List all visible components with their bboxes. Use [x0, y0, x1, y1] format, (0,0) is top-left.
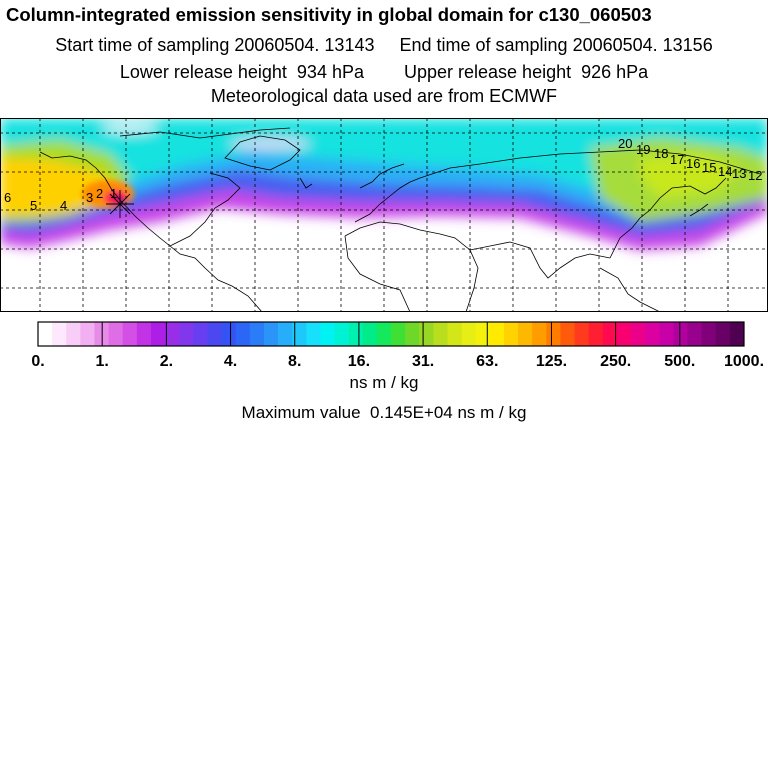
colorbar-label: 2.	[160, 353, 173, 370]
colorbar-swatch	[278, 322, 293, 346]
colorbar-swatch	[348, 322, 364, 346]
graticule	[0, 118, 768, 312]
colorbar-swatch	[631, 322, 646, 346]
colorbar-labels: 0. 1. 2. 4. 8. 16. 31. 63. 125. 250. 500. 1000.	[31, 353, 764, 370]
plume-label: 15	[702, 160, 716, 175]
colorbar-swatch	[165, 322, 180, 346]
colorbar-swatch	[687, 322, 703, 346]
colorbar-swatch	[503, 322, 519, 346]
colorbar-label: 31.	[412, 353, 434, 370]
maximum-value: Maximum value 0.145E+04 ns m / kg	[241, 403, 527, 422]
colorbar-swatch	[207, 322, 222, 346]
colorbar-label: 4.	[224, 353, 237, 370]
sampling-time-line: Start time of sampling 20060504. 13143 E…	[55, 35, 713, 55]
colorbar-swatch	[122, 322, 138, 346]
plume-label: 16	[686, 156, 700, 171]
colorbar-swatch	[362, 322, 378, 346]
colorbar-swatch	[715, 322, 731, 346]
colorbar-label: 8.	[288, 353, 301, 370]
colorbar-swatch	[475, 322, 491, 346]
plume-label: 12	[748, 168, 762, 183]
colorbar-label: 0.	[31, 353, 44, 370]
met-data-line: Meteorological data used are from ECMWF	[210, 86, 558, 106]
plume-label: 20	[618, 136, 632, 151]
colorbar-swatch	[52, 322, 67, 346]
colorbar-ticks	[101, 322, 681, 346]
plume-label: 18	[654, 146, 668, 161]
colorbar-swatch	[729, 322, 745, 346]
colorbar-swatch	[546, 322, 561, 346]
plot-title: Column-integrated emission sensitivity i…	[6, 4, 652, 25]
colorbar-swatch	[461, 322, 477, 346]
colorbar-swatch	[602, 322, 618, 346]
colorbar-swatch	[249, 322, 265, 346]
release-point-marker	[106, 190, 134, 218]
plume-label: 3	[86, 190, 93, 205]
plume-label: 5	[30, 198, 37, 213]
colorbar-swatch	[150, 322, 166, 346]
release-height-line: Lower release height 934 hPa Upper relea…	[119, 62, 649, 82]
colorbar-swatch	[518, 322, 533, 346]
colorbar-swatch	[320, 322, 335, 346]
colorbar-frame	[37, 321, 745, 347]
plume-label: 4	[60, 198, 67, 213]
colorbar-swatch	[659, 322, 674, 346]
colorbar-swatch	[179, 322, 194, 346]
plume-label: 2	[96, 186, 103, 201]
plume-label: 6	[4, 190, 11, 205]
colorbar-label: 1000.	[724, 353, 764, 370]
colorbar-swatch	[80, 322, 95, 346]
colorbar-swatch	[66, 322, 81, 346]
colorbar-swatch	[419, 322, 434, 346]
colorbar-label: 1.	[96, 353, 109, 370]
plume-label: 1	[110, 186, 117, 201]
colorbar-swatch	[574, 322, 590, 346]
colorbar-swatch	[334, 322, 350, 346]
colorbar-unit: ns m / kg	[349, 373, 419, 392]
colorbar-swatch	[616, 322, 632, 346]
colorbar-swatch	[405, 322, 420, 346]
colorbar-swatch	[108, 322, 124, 346]
colorbar-swatch	[391, 322, 406, 346]
plume-label: 17	[670, 152, 684, 167]
colorbar-swatch	[560, 322, 575, 346]
colorbar-swatches	[38, 322, 745, 346]
colorbar-swatch	[447, 322, 462, 346]
emission-sensitivity-map: 6 5 4 3 2 1 20 19 18 17 16 15 14 13 12	[0, 118, 768, 312]
plume-label: 14	[718, 164, 732, 179]
colorbar-swatch	[701, 322, 717, 346]
colorbar-label: 16.	[348, 353, 370, 370]
colorbar-swatch	[306, 322, 321, 346]
plume-label: 19	[636, 142, 650, 157]
colorbar-swatch	[235, 322, 251, 346]
colorbar-swatch	[292, 322, 307, 346]
colorbar-swatch	[489, 322, 505, 346]
colorbar-swatch	[673, 322, 688, 346]
colorbar-swatch	[38, 322, 53, 346]
colorbar-label: 500.	[664, 353, 695, 370]
colorbar-swatch	[263, 322, 279, 346]
colorbar-swatch	[433, 322, 448, 346]
colorbar-label: 250.	[600, 353, 631, 370]
colorbar-swatch	[136, 322, 152, 346]
colorbar-swatch	[532, 322, 547, 346]
colorbar-swatch	[588, 322, 604, 346]
colorbar-swatch	[193, 322, 208, 346]
colorbar-swatch	[376, 322, 392, 346]
colorbar-swatch	[645, 322, 660, 346]
colorbar-label: 63.	[476, 353, 498, 370]
colorbar-label: 125.	[536, 353, 567, 370]
colorbar-swatch	[221, 322, 237, 346]
colorbar: 0. 1. 2. 4. 8. 16. 31. 63. 125. 250. 500. 1000.	[31, 321, 764, 370]
plume-label: 13	[732, 166, 746, 181]
plume-labels: 6 5 4 3 2 1 20 19 18 17 16 15 14 13 12	[4, 136, 762, 213]
